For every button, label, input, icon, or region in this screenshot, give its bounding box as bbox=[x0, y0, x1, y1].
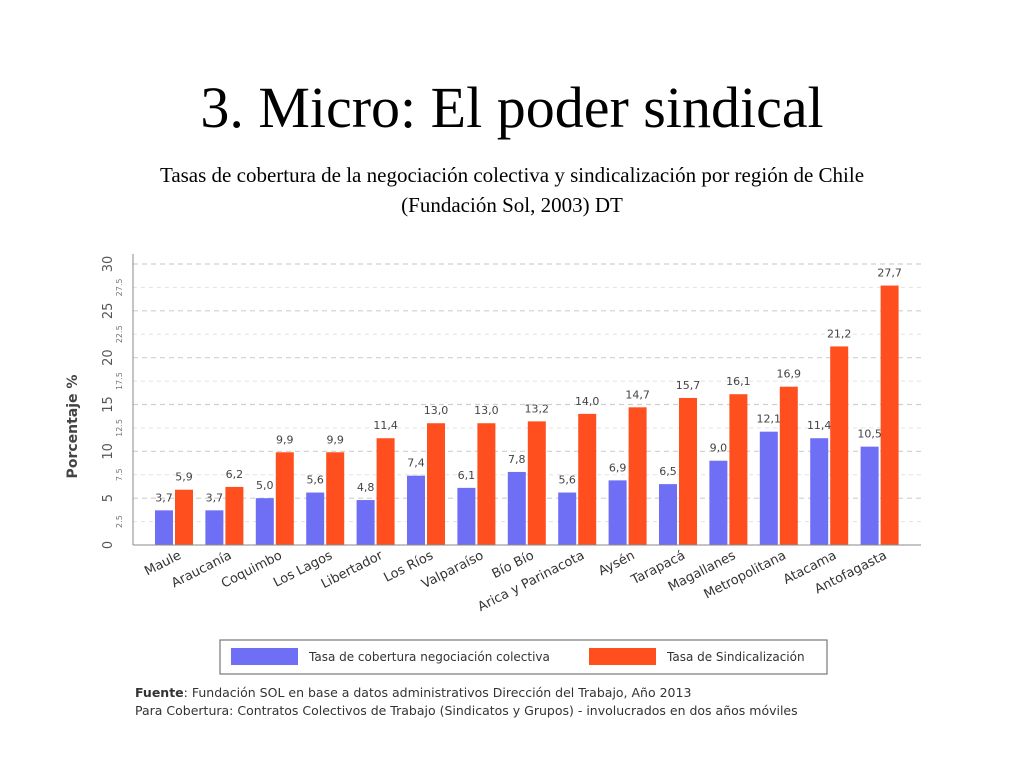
y-minor-tick-label: 12.5 bbox=[115, 419, 124, 437]
value-label-cobertura: 10,5 bbox=[857, 428, 882, 441]
bar-sindicalizacion bbox=[729, 394, 748, 545]
y-minor-tick-label: 27.5 bbox=[115, 279, 124, 297]
bar-sindicalizacion bbox=[628, 407, 647, 545]
y-minor-tick-label: 7.5 bbox=[115, 468, 124, 481]
value-label-cobertura: 7,8 bbox=[508, 453, 526, 466]
value-label-cobertura: 5,0 bbox=[256, 479, 274, 492]
legend-label-cobertura: Tasa de cobertura negociación colectiva bbox=[308, 650, 550, 664]
bar-cobertura bbox=[860, 446, 879, 545]
bar-cobertura bbox=[407, 475, 425, 545]
value-label-sindicalizacion: 13,2 bbox=[525, 402, 550, 415]
y-minor-tick-label: 22.5 bbox=[115, 325, 124, 343]
value-label-sindicalizacion: 6,2 bbox=[226, 468, 244, 481]
value-label-sindicalizacion: 21,2 bbox=[827, 327, 852, 340]
bar-cobertura bbox=[659, 484, 677, 545]
value-label-sindicalizacion: 14,0 bbox=[575, 395, 600, 408]
value-label-cobertura: 3,7 bbox=[206, 491, 224, 504]
source-line-1: Fuente: Fundación SOL en base a datos ad… bbox=[135, 685, 691, 700]
value-label-cobertura: 6,1 bbox=[458, 469, 476, 482]
legend: Tasa de cobertura negociación colectiva … bbox=[219, 639, 828, 675]
source-line-2: Para Cobertura: Contratos Colectivos de … bbox=[135, 703, 798, 718]
value-label-sindicalizacion: 11,4 bbox=[373, 419, 398, 432]
value-label-sindicalizacion: 9,9 bbox=[276, 433, 294, 446]
y-tick-label: 5 bbox=[101, 494, 116, 502]
bar-sindicalizacion bbox=[427, 423, 445, 545]
y-tick-label: 30 bbox=[101, 256, 116, 273]
bar-cobertura bbox=[810, 438, 829, 545]
value-label-sindicalizacion: 9,9 bbox=[326, 433, 344, 446]
value-label-sindicalizacion: 13,0 bbox=[424, 404, 449, 417]
bars bbox=[155, 285, 899, 545]
y-tick-label: 0 bbox=[101, 541, 116, 549]
value-label-sindicalizacion: 16,9 bbox=[777, 368, 802, 381]
bar-chart: 0 5 10 15 20 25 30 2.5 7.5 12.5 17.5 22.5 27.5 Porce… bbox=[55, 236, 935, 726]
bar-cobertura bbox=[558, 492, 577, 545]
bar-sindicalizacion bbox=[175, 489, 193, 545]
bar-cobertura bbox=[608, 480, 627, 545]
value-label-cobertura: 7,4 bbox=[407, 457, 425, 470]
page-title: 3. Micro: El poder sindical bbox=[200, 75, 824, 140]
legend-swatch-sindicalizacion bbox=[589, 648, 656, 665]
subtitle-line-2: (Fundación Sol, 2003) DT bbox=[401, 193, 623, 217]
value-label-cobertura: 5,6 bbox=[306, 474, 324, 487]
value-label-cobertura: 6,5 bbox=[659, 465, 677, 478]
value-label-sindicalizacion: 14,7 bbox=[625, 388, 650, 401]
bar-cobertura bbox=[205, 510, 224, 545]
y-tick-label: 25 bbox=[101, 303, 116, 320]
legend-swatch-cobertura bbox=[231, 648, 298, 665]
bar-cobertura bbox=[155, 510, 173, 545]
value-label-sindicalizacion: 15,7 bbox=[676, 379, 701, 392]
value-label-sindicalizacion: 27,7 bbox=[877, 267, 902, 280]
value-label-cobertura: 9,0 bbox=[710, 442, 728, 455]
bar-sindicalizacion bbox=[880, 285, 899, 545]
value-label-cobertura: 4,8 bbox=[357, 481, 375, 494]
subtitle-line-1: Tasas de cobertura de la negociación col… bbox=[159, 163, 865, 187]
value-label-cobertura: 12,1 bbox=[757, 413, 782, 426]
bar-cobertura bbox=[507, 471, 526, 545]
y-axis-ticks: 0 5 10 15 20 25 30 2.5 7.5 12.5 17.5 22.5 27.5 bbox=[101, 256, 124, 549]
value-label-cobertura: 6,9 bbox=[609, 461, 627, 474]
bar-sindicalizacion bbox=[326, 452, 345, 545]
source-label: Fuente bbox=[135, 685, 184, 700]
legend-frame bbox=[219, 639, 828, 675]
value-labels: 3,75,93,76,25,09,95,69,94,811,47,413,06,… bbox=[155, 267, 902, 505]
bar-sindicalizacion bbox=[376, 438, 395, 545]
bar-cobertura bbox=[759, 431, 778, 545]
bar-cobertura bbox=[255, 498, 274, 545]
bar-sindicalizacion bbox=[679, 397, 697, 545]
y-minor-tick-label: 2.5 bbox=[115, 515, 124, 528]
y-axis-title: Porcentaje % bbox=[65, 375, 81, 479]
bar-sindicalizacion bbox=[830, 346, 849, 545]
bar-sindicalizacion bbox=[527, 421, 546, 545]
value-label-cobertura: 5,6 bbox=[558, 474, 576, 487]
bar-sindicalizacion bbox=[275, 452, 294, 545]
bar-sindicalizacion bbox=[477, 423, 496, 545]
bar-sindicalizacion bbox=[225, 486, 244, 545]
y-tick-label: 10 bbox=[101, 443, 116, 460]
bar-cobertura bbox=[709, 460, 728, 545]
bar-cobertura bbox=[356, 500, 375, 545]
value-label-sindicalizacion: 5,9 bbox=[175, 471, 193, 484]
chart-subtitle: Tasas de cobertura de la negociación col… bbox=[60, 160, 964, 220]
y-minor-tick-label: 17.5 bbox=[115, 372, 124, 390]
value-label-sindicalizacion: 13,0 bbox=[474, 404, 499, 417]
source-line-1-text: : Fundación SOL en base a datos administ… bbox=[184, 685, 692, 700]
bar-sindicalizacion bbox=[779, 386, 798, 545]
bar-cobertura bbox=[457, 487, 476, 545]
value-label-cobertura: 3,7 bbox=[155, 491, 173, 504]
value-label-cobertura: 11,4 bbox=[807, 419, 832, 432]
chart-figure: 0 5 10 15 20 25 30 2.5 7.5 12.5 17.5 22.5 27.5 Porce… bbox=[55, 236, 935, 726]
y-tick-label: 20 bbox=[101, 349, 116, 366]
bar-cobertura bbox=[306, 492, 325, 545]
bar-sindicalizacion bbox=[578, 413, 597, 545]
value-label-sindicalizacion: 16,1 bbox=[726, 375, 751, 388]
legend-label-sindicalizacion: Tasa de Sindicalización bbox=[666, 650, 805, 664]
y-tick-label: 15 bbox=[101, 396, 116, 413]
source-note: Fuente: Fundación SOL en base a datos ad… bbox=[135, 685, 798, 718]
